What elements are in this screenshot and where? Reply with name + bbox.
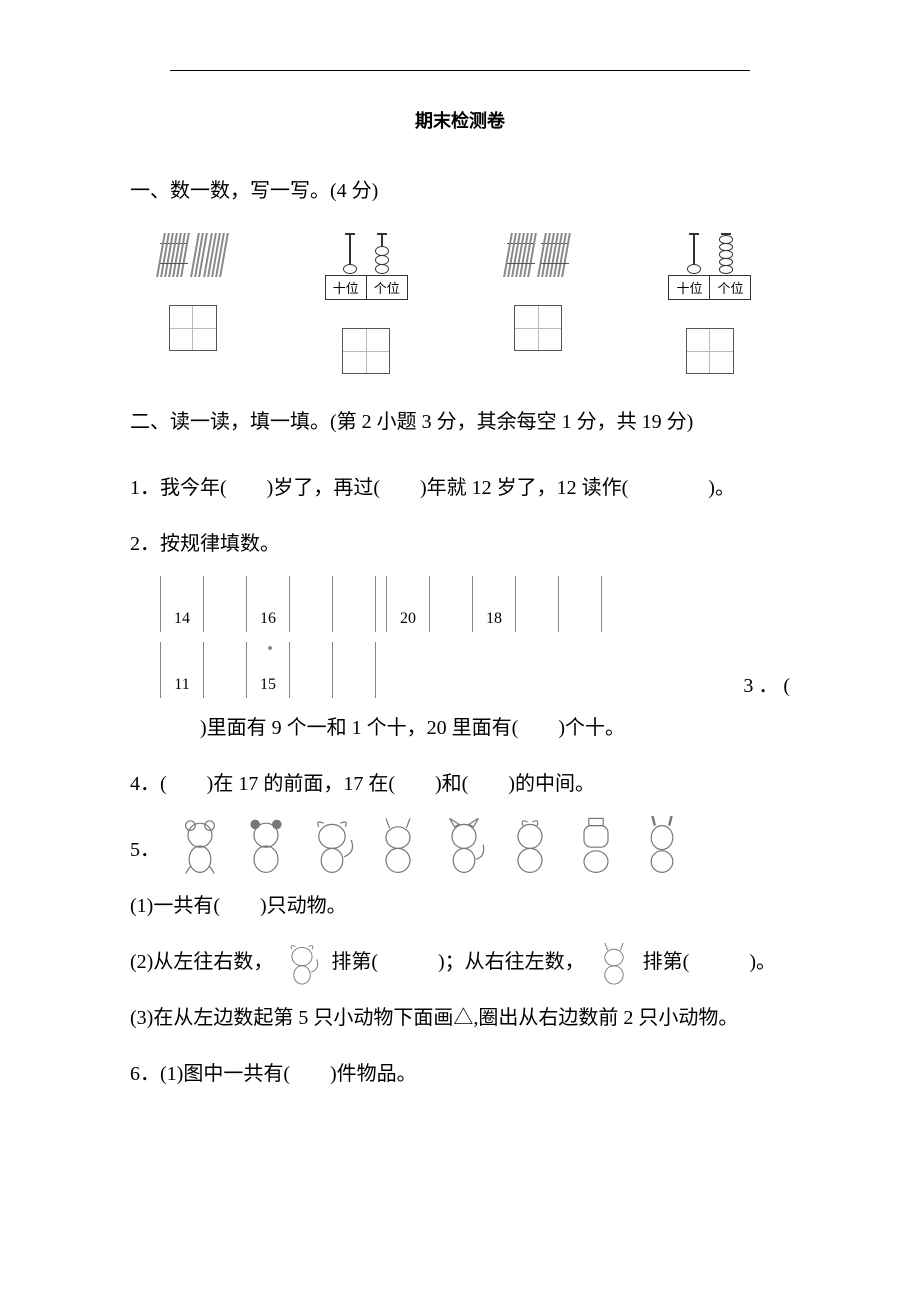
q2-3-rest: )里面有 9 个一和 1 个十，20 里面有( )个十。 — [130, 704, 790, 752]
abacus-label-ones: 个位 — [367, 276, 407, 299]
animal-icon-2 — [242, 816, 290, 874]
q2-3-lead: 3 ． ( — [743, 669, 790, 698]
q2-2-label: 2．按规律填数。 — [130, 520, 790, 568]
abacus-bead-icon — [719, 265, 733, 274]
scale-label — [204, 610, 246, 632]
answer-box[interactable] — [169, 305, 217, 351]
scale-label — [516, 610, 558, 632]
scale-label — [559, 610, 601, 632]
answer-box[interactable] — [342, 328, 390, 374]
page-title: 期末检测卷 — [130, 107, 790, 133]
animal-icon-3 — [308, 816, 356, 874]
q2-5-1: (1)一共有( )只动物。 — [130, 882, 790, 930]
q2-6-1: 6．(1)图中一共有( )件物品。 — [130, 1050, 790, 1098]
abacus-label-tens: 十位 — [669, 276, 710, 299]
header-rule — [170, 70, 750, 71]
scale-label: 11 — [161, 676, 203, 698]
section2-heading: 二、读一读，填一填。(第 2 小题 3 分，其余每空 1 分，共 19 分) — [130, 404, 790, 440]
animal-icon-6 — [506, 816, 554, 874]
sticks-bundle-icon — [541, 233, 569, 277]
scale-label: 20 — [387, 610, 429, 632]
sticks-bundle-icon — [160, 233, 188, 277]
number-scales: 14 16 20 18 — [160, 576, 790, 698]
animal-icon-8 — [638, 816, 686, 874]
sticks-figure-1 — [160, 233, 225, 351]
section1-figures: 十位 个位 — [160, 233, 760, 374]
abacus-rod-tens — [693, 235, 695, 273]
scale-c: 11 15 — [160, 642, 376, 698]
scale-label — [290, 610, 332, 632]
scale-label: 16 — [247, 610, 289, 632]
q2-5-2b: 排第( )；从右往左数， — [331, 951, 584, 973]
abacus-bead-icon — [343, 264, 357, 274]
q2-5-2c: 排第( )。 — [643, 951, 776, 973]
scale-label — [333, 676, 375, 698]
animal-icon-5 — [440, 816, 488, 874]
scale-label: 15 — [247, 676, 289, 698]
abacus-label-ones: 个位 — [710, 276, 750, 299]
scale-label: 18 — [473, 610, 515, 632]
abacus-rod-ones — [381, 235, 383, 273]
scale-label — [290, 676, 332, 698]
animal-icon-4 — [374, 816, 422, 874]
sticks-bundle-icon — [507, 233, 535, 277]
q2-5-3: (3)在从左边数起第 5 只小动物下面画△,圈出从右边数前 2 只小动物。 — [130, 994, 790, 1042]
abacus-rod-ones — [725, 235, 727, 273]
q2-5-2a: (2)从左往右数， — [130, 951, 273, 973]
animal-icon-1 — [176, 816, 224, 874]
scale-label — [430, 610, 472, 632]
abacus-rod-tens — [349, 235, 351, 273]
scale-b: 20 18 — [386, 576, 602, 632]
animal-icon-7 — [572, 816, 620, 874]
abacus-bead-icon — [687, 264, 701, 274]
scale-a: 14 16 — [160, 576, 376, 632]
abacus-bead-icon — [375, 264, 389, 274]
abacus-figure-1: 十位 个位 — [316, 233, 416, 374]
sticks-loose-icon — [190, 233, 229, 277]
q2-4: 4．( )在 17 的前面，17 在( )和( )的中间。 — [130, 760, 790, 808]
q2-5-row: 5． — [130, 816, 790, 874]
q2-5-label: 5． — [130, 826, 160, 874]
abacus-figure-2: 十位 个位 — [660, 233, 760, 374]
q2-5-2: (2)从左往右数， 排第( )；从右往左数， 排第( )。 — [130, 938, 790, 986]
scale-label — [204, 676, 246, 698]
answer-box[interactable] — [514, 305, 562, 351]
sticks-figure-2 — [507, 233, 569, 351]
scale-label: 14 — [161, 610, 203, 632]
scale-label — [333, 610, 375, 632]
inline-animal-icon-a — [282, 941, 322, 985]
abacus-label-tens: 十位 — [326, 276, 367, 299]
section1-heading: 一、数一数，写一写。(4 分) — [130, 173, 790, 209]
q2-1: 1．我今年( )岁了，再过( )年就 12 岁了，12 读作( )。 — [130, 464, 790, 512]
answer-box[interactable] — [686, 328, 734, 374]
inline-animal-icon-b — [594, 941, 634, 985]
